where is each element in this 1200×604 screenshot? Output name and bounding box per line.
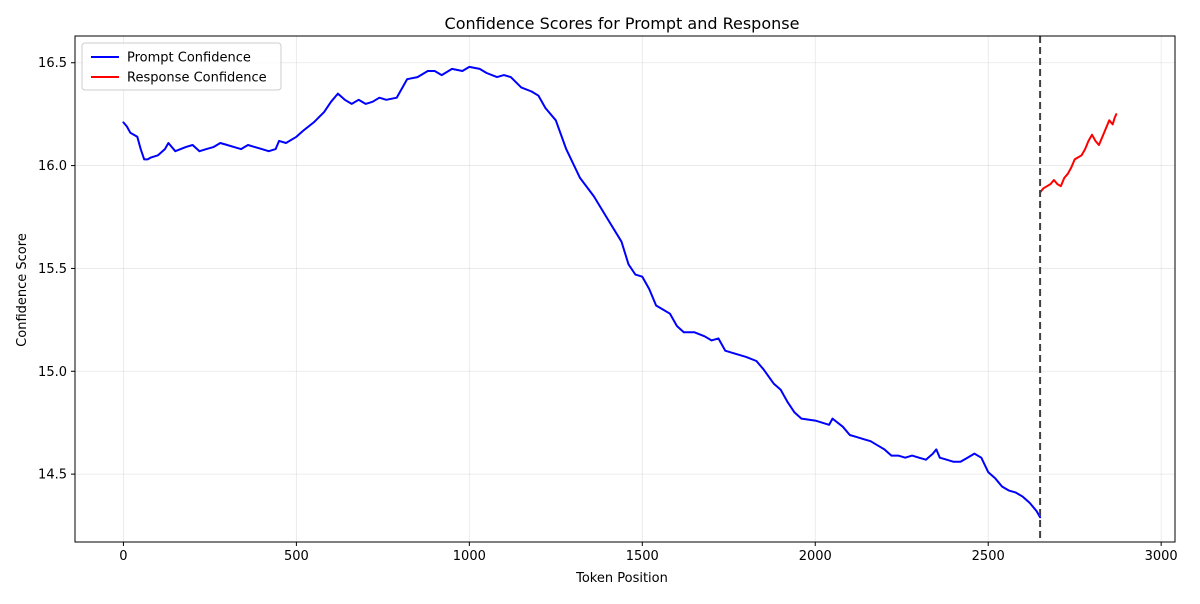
x-tick-label: 2500: [972, 549, 1005, 564]
legend-box: [81, 42, 282, 91]
x-tick-label: 1000: [453, 549, 486, 564]
x-tick-label: 500: [284, 549, 309, 564]
chart-title: Confidence Scores for Prompt and Respons…: [445, 14, 800, 33]
legend: Prompt Confidence Response Confidence: [81, 42, 282, 91]
y-tick-label: 15.0: [38, 365, 67, 380]
y-tick-label: 14.5: [38, 468, 67, 483]
grid: [75, 36, 1175, 542]
y-axis-label: Confidence Score: [15, 233, 30, 347]
axes: 0 500 1000 1500 2000 2500 3000 14.5 15.0 15.5 16.0…: [38, 56, 1178, 564]
series-layer: [122, 65, 1118, 519]
x-axis-label: Token Position: [575, 571, 668, 586]
x-tick-label: 3000: [1145, 549, 1178, 564]
legend-label: Prompt Confidence: [127, 51, 251, 66]
plot-area-frame: [74, 35, 1176, 543]
x-tick-label: 2000: [799, 549, 832, 564]
x-tick-label: 0: [119, 549, 127, 564]
y-tick-label: 16.0: [38, 159, 67, 174]
x-tick-label: 1500: [626, 549, 659, 564]
legend-label: Response Confidence: [127, 71, 267, 86]
series-line-prompt: [122, 65, 1042, 519]
y-tick-label: 15.5: [38, 262, 67, 277]
y-tick-label: 16.5: [38, 56, 67, 71]
series-line-response: [1039, 113, 1118, 194]
